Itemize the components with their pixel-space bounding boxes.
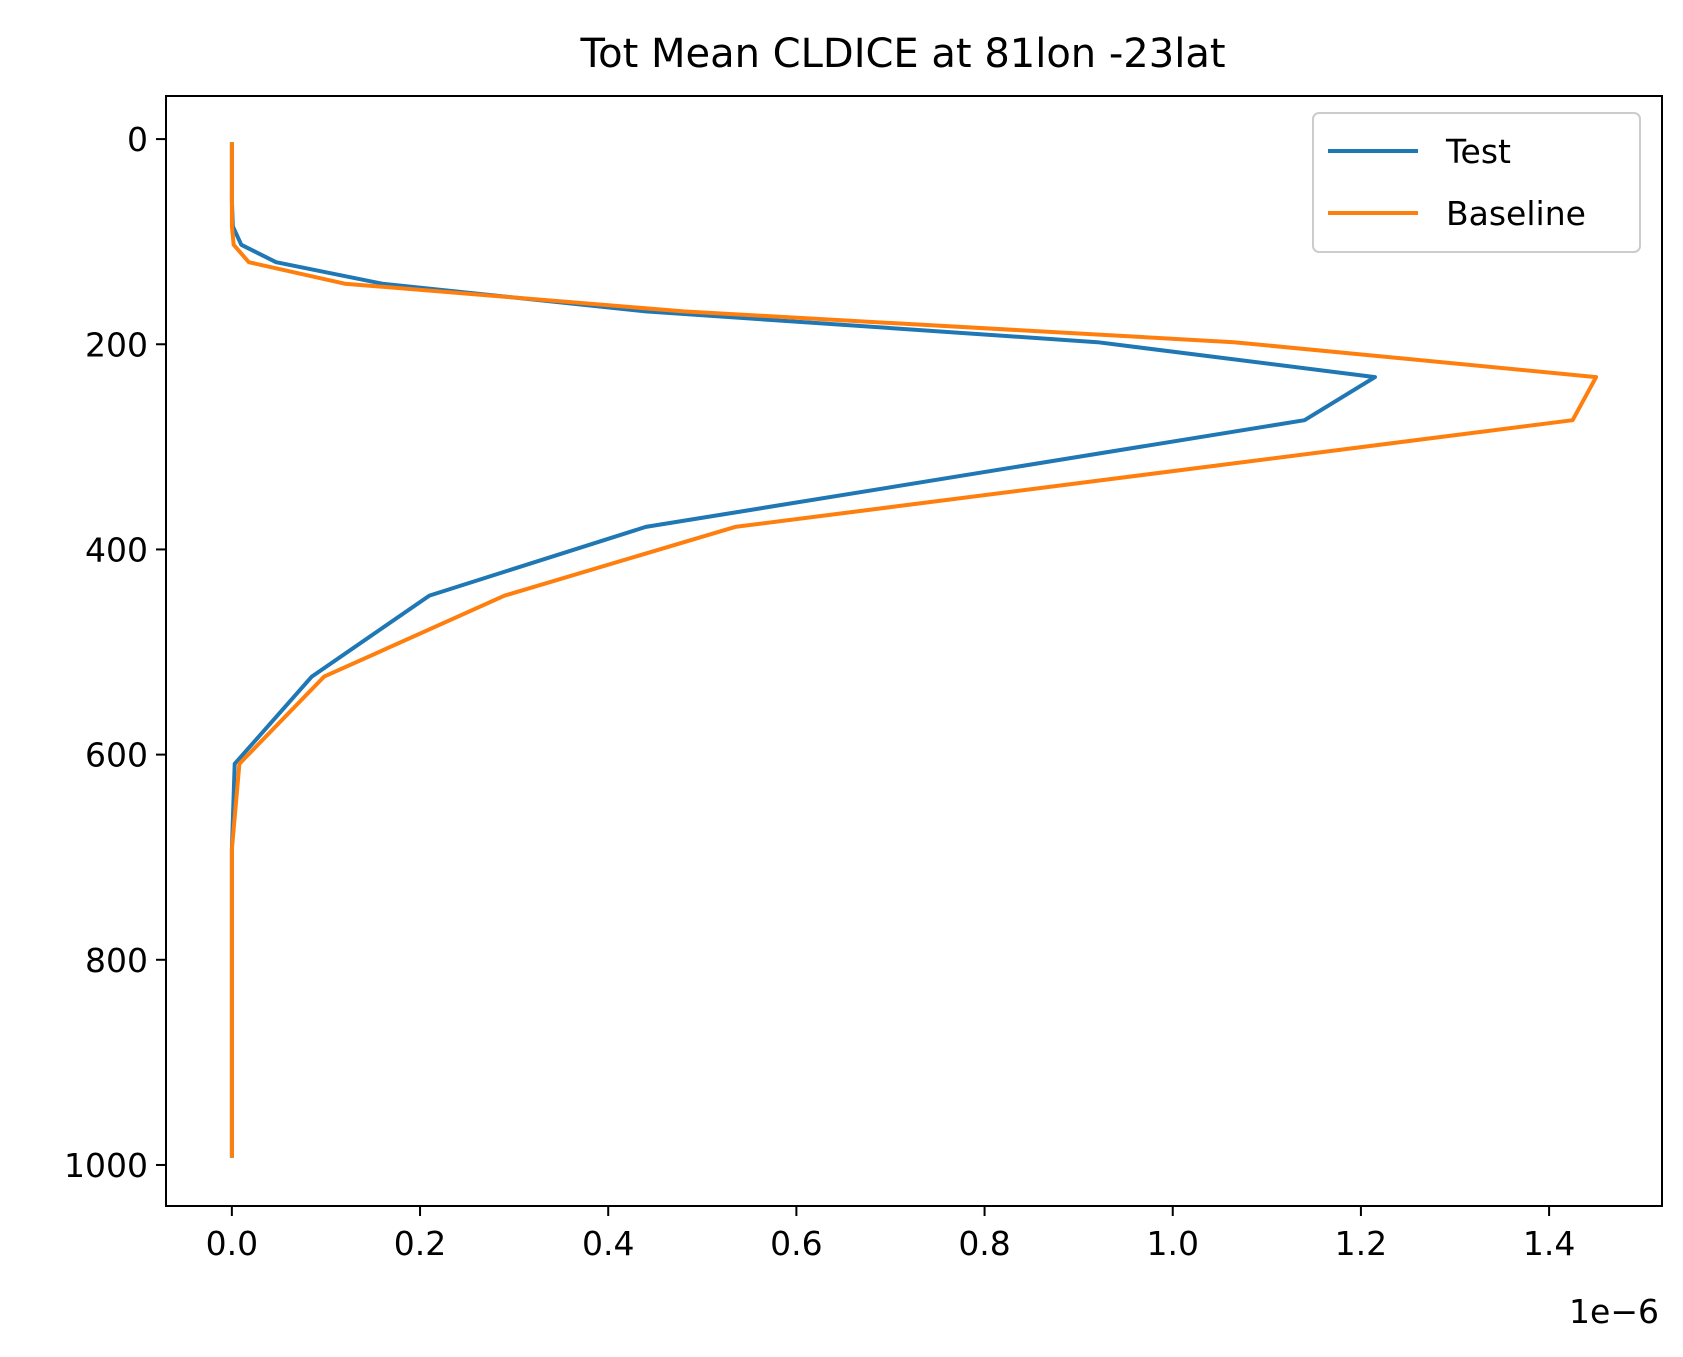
x-axis-offset-label: 1e−6 xyxy=(1569,1292,1659,1331)
series-line-baseline xyxy=(229,142,1599,1158)
y-tick-label: 400 xyxy=(85,530,148,569)
x-tick-label: 1.0 xyxy=(1147,1224,1199,1263)
series-line-test xyxy=(229,142,1377,1158)
legend-box xyxy=(1312,112,1641,253)
axes-layer: 0.0 0.2 0.4 0.6 0.8 1.0 1.2 1.4 0 200 400 600 800 100… xyxy=(64,95,1663,1263)
x-tick-label: 0.2 xyxy=(394,1224,446,1263)
legend: Test Baseline xyxy=(1312,112,1641,253)
legend-label-baseline: Baseline xyxy=(1446,194,1586,233)
plot-frame xyxy=(165,95,1663,1207)
y-tick-label: 800 xyxy=(85,941,148,980)
x-tick-label: 0.4 xyxy=(582,1224,634,1263)
series-layer xyxy=(229,142,1599,1158)
y-tick-label: 0 xyxy=(127,120,148,159)
y-tick-label: 600 xyxy=(85,736,148,775)
legend-label-test: Test xyxy=(1445,132,1511,171)
chart-title: Tot Mean CLDICE at 81lon -23lat xyxy=(579,31,1225,77)
y-tick-label: 1000 xyxy=(64,1146,148,1185)
x-tick-label: 1.4 xyxy=(1523,1224,1575,1263)
x-tick-label: 1.2 xyxy=(1335,1224,1387,1263)
x-tick-label: 0.6 xyxy=(770,1224,822,1263)
x-tick-label: 0.8 xyxy=(958,1224,1010,1263)
x-tick-label: 0.0 xyxy=(206,1224,258,1263)
y-tick-label: 200 xyxy=(85,325,148,364)
